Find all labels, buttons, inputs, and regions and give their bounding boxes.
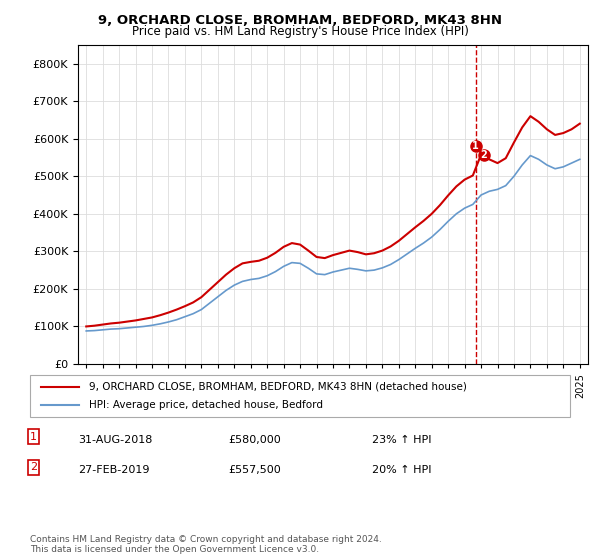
Text: £580,000: £580,000 — [228, 435, 281, 445]
Text: 31-AUG-2018: 31-AUG-2018 — [78, 435, 152, 445]
Text: 23% ↑ HPI: 23% ↑ HPI — [372, 435, 431, 445]
Text: 2: 2 — [30, 463, 37, 473]
Text: Contains HM Land Registry data © Crown copyright and database right 2024.
This d: Contains HM Land Registry data © Crown c… — [30, 535, 382, 554]
Text: 9, ORCHARD CLOSE, BROMHAM, BEDFORD, MK43 8HN: 9, ORCHARD CLOSE, BROMHAM, BEDFORD, MK43… — [98, 14, 502, 27]
FancyBboxPatch shape — [30, 375, 570, 417]
Text: 9, ORCHARD CLOSE, BROMHAM, BEDFORD, MK43 8HN (detached house): 9, ORCHARD CLOSE, BROMHAM, BEDFORD, MK43… — [89, 382, 467, 392]
Text: Price paid vs. HM Land Registry's House Price Index (HPI): Price paid vs. HM Land Registry's House … — [131, 25, 469, 38]
Text: HPI: Average price, detached house, Bedford: HPI: Average price, detached house, Bedf… — [89, 400, 323, 410]
Text: £557,500: £557,500 — [228, 465, 281, 475]
Text: 20% ↑ HPI: 20% ↑ HPI — [372, 465, 431, 475]
Text: 1: 1 — [30, 432, 37, 442]
Text: 2: 2 — [481, 150, 487, 160]
Text: 1: 1 — [472, 141, 479, 151]
Text: 27-FEB-2019: 27-FEB-2019 — [78, 465, 149, 475]
